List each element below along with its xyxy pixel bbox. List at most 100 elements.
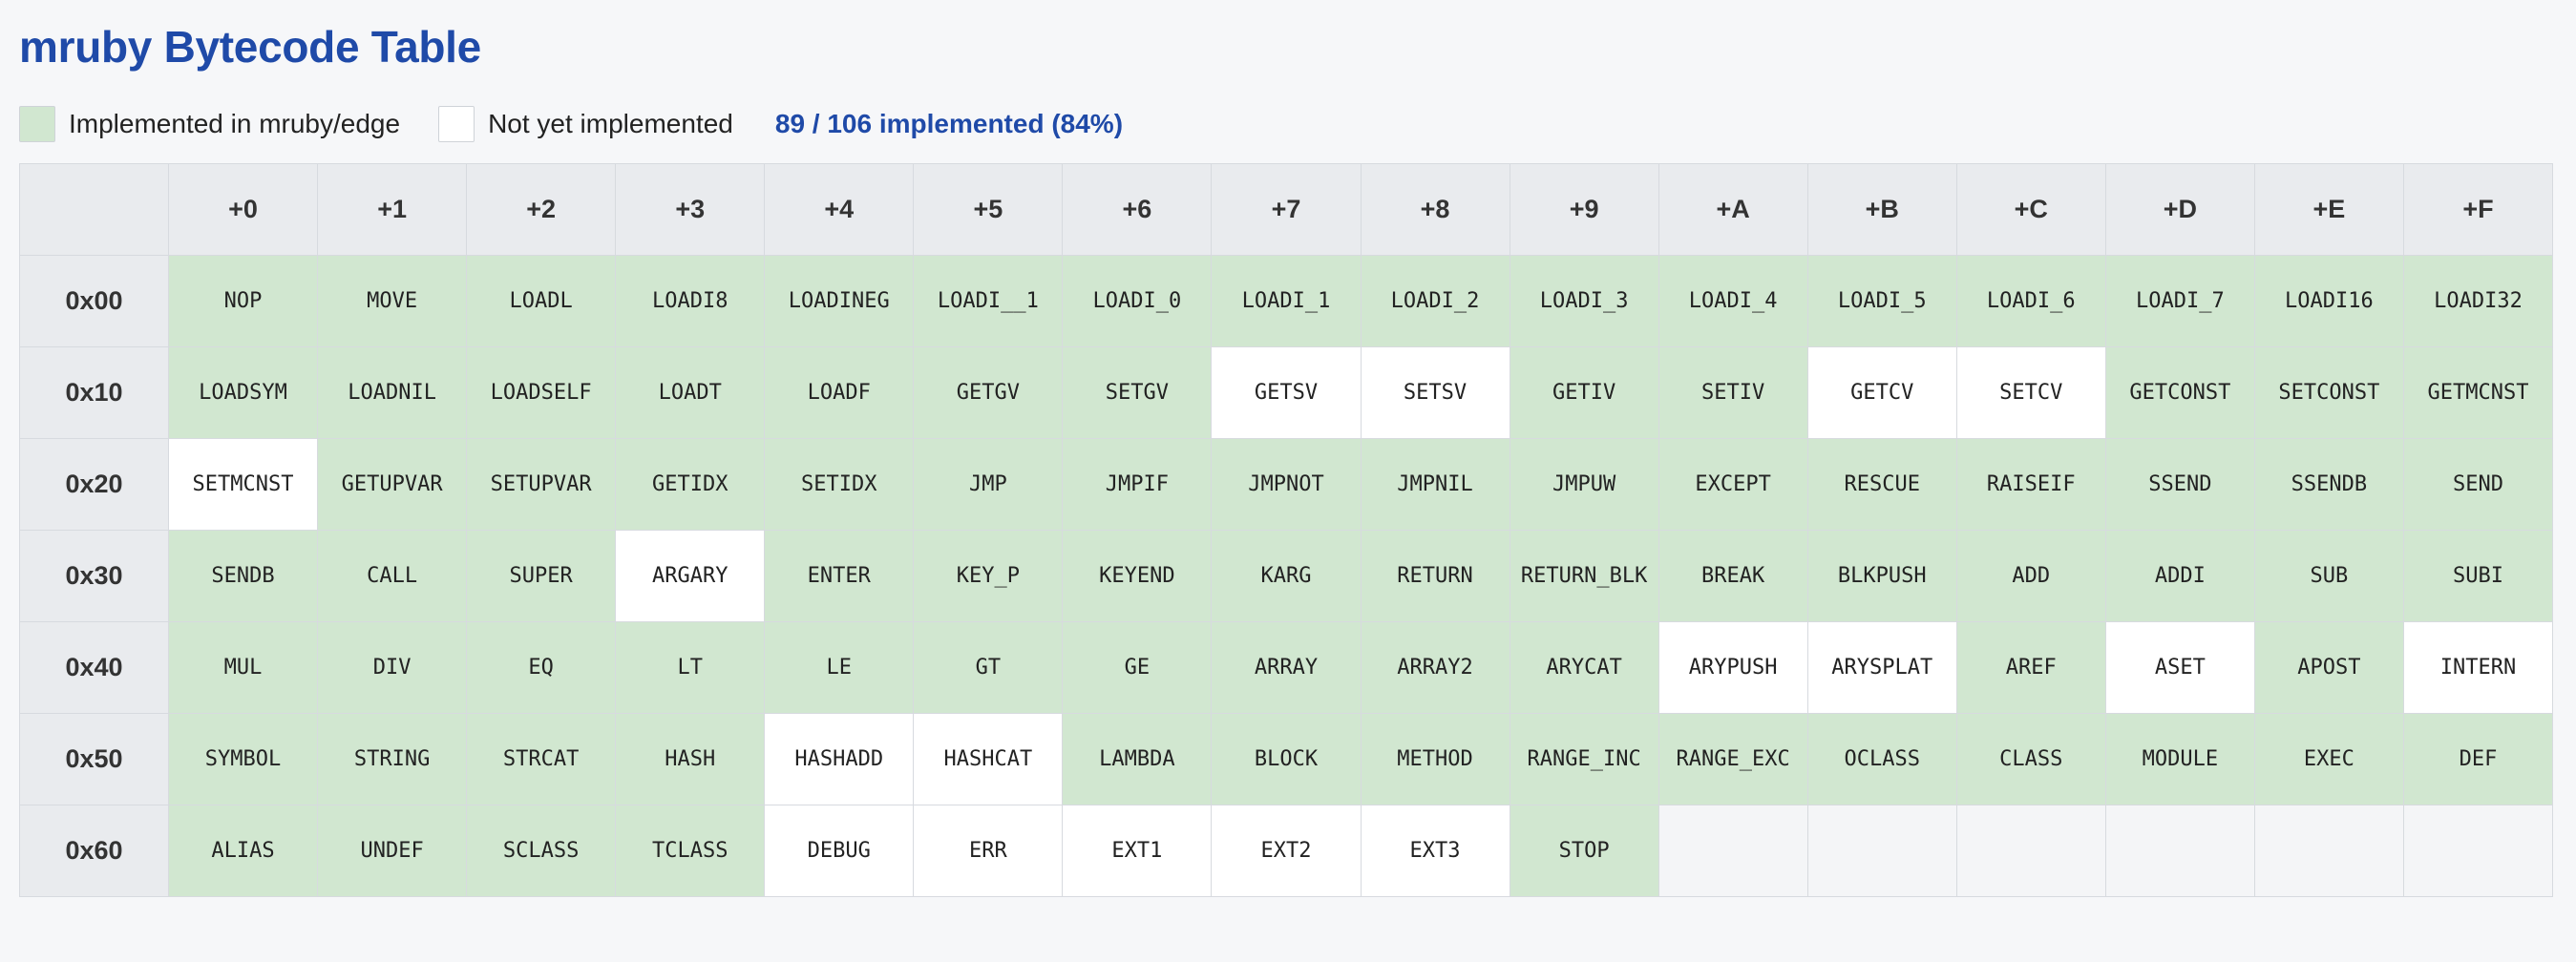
row-header: 0x30 [19,530,169,622]
opcode-cell: SENDB [167,530,319,622]
opcode-cell: LOADI_2 [1360,255,1510,347]
opcode-cell: JMPNIL [1360,438,1510,531]
column-header: +3 [615,163,766,256]
opcode-cell: LAMBDA [1062,713,1213,805]
opcode-cell: METHOD [1360,713,1510,805]
opcode-cell: UNDEF [317,805,468,897]
opcode-cell: LOADSELF [466,346,617,439]
opcode-cell: DEF [2402,713,2554,805]
opcode-cell: SYMBOL [167,713,319,805]
page-title: mruby Bytecode Table [19,22,481,72]
opcode-cell: ARRAY2 [1360,621,1510,714]
table-body: 0x00 NOP MOVE LOADL LOADI8 LOADINEG LOADI__1 LO… [19,255,2554,897]
opcode-cell: LE [764,621,915,714]
column-header: +6 [1062,163,1213,256]
row-header: 0x50 [19,713,169,805]
opcode-cell: ENTER [764,530,915,622]
opcode-cell: HASH [615,713,766,805]
column-header: +7 [1211,163,1362,256]
opcode-cell: ALIAS [167,805,319,897]
opcode-cell: ADD [1955,530,2106,622]
column-header: +1 [317,163,468,256]
opcode-cell: STRCAT [466,713,617,805]
opcode-cell: BREAK [1658,530,1808,622]
opcode-cell: EXT2 [1211,805,1362,897]
opcode-cell: STRING [317,713,468,805]
column-header: +2 [466,163,617,256]
empty-cell [1806,805,1957,897]
opcode-cell: LOADT [615,346,766,439]
opcode-cell: LOADSYM [167,346,319,439]
empty-cell [2402,805,2554,897]
opcode-cell: EXT3 [1360,805,1510,897]
implemented-legend-label: Implemented in mruby/edge [69,109,401,138]
opcode-cell: LOADI32 [2402,255,2554,347]
opcode-cell: ARYPUSH [1658,621,1808,714]
opcode-cell: GETCONST [2104,346,2255,439]
column-header: +E [2253,163,2404,256]
opcode-cell: LOADI8 [615,255,766,347]
opcode-cell: RESCUE [1806,438,1957,531]
opcode-cell: ADDI [2104,530,2255,622]
column-header: +C [1955,163,2106,256]
opcode-cell: KEYEND [1062,530,1213,622]
empty-cell [1658,805,1808,897]
opcode-cell: ASET [2104,621,2255,714]
empty-cell [2104,805,2255,897]
opcode-cell: STOP [1509,805,1659,897]
opcode-cell: LOADI_4 [1658,255,1808,347]
opcode-cell: DIV [317,621,468,714]
column-header: +B [1806,163,1957,256]
column-header: +F [2402,163,2554,256]
table-row: 0x40 MUL DIV EQ LT LE GT GE ARRAY ARRAY2 ARYCAT ARY… [19,621,2554,714]
opcode-cell: GE [1062,621,1213,714]
opcode-cell: SUPER [466,530,617,622]
opcode-cell: OCLASS [1806,713,1957,805]
opcode-cell: GETUPVAR [317,438,468,531]
opcode-cell: RETURN [1360,530,1510,622]
legend: Implemented in mruby/edge Not yet implem… [19,104,1123,144]
opcode-cell: EXCEPT [1658,438,1808,531]
implementation-stats: 89 / 106 implemented (84%) [774,109,1124,138]
column-header-row: +0 +1 +2 +3 +4 +5 +6 +7 +8 +9 +A +B +C +D +E +F [19,163,2554,256]
table-row: 0x60 ALIAS UNDEF SCLASS TCLASS DEBUG ERR EXT1 EX… [19,805,2554,897]
column-header: +0 [167,163,319,256]
opcode-cell: CALL [317,530,468,622]
opcode-cell: MOVE [317,255,468,347]
opcode-cell: ERR [913,805,1064,897]
column-header: +9 [1509,163,1659,256]
opcode-cell: SETCV [1955,346,2106,439]
not-implemented-swatch [438,106,475,142]
opcode-cell: GETIV [1509,346,1659,439]
opcode-cell: SUB [2253,530,2404,622]
opcode-cell: LOADINEG [764,255,915,347]
opcode-cell: APOST [2253,621,2404,714]
opcode-cell: LT [615,621,766,714]
opcode-cell: MODULE [2104,713,2255,805]
opcode-cell: GETIDX [615,438,766,531]
opcode-cell: TCLASS [615,805,766,897]
row-header: 0x20 [19,438,169,531]
opcode-cell: RANGE_INC [1509,713,1659,805]
column-header: +5 [913,163,1064,256]
bytecode-table: +0 +1 +2 +3 +4 +5 +6 +7 +8 +9 +A +B +C +D +E +F 0x00 NOP… [19,163,2554,897]
opcode-cell: GETGV [913,346,1064,439]
opcode-cell: ARGARY [615,530,766,622]
corner-cell [19,163,169,256]
column-header: +4 [764,163,915,256]
opcode-cell: SUBI [2402,530,2554,622]
row-header: 0x40 [19,621,169,714]
opcode-cell: RAISEIF [1955,438,2106,531]
opcode-cell: EQ [466,621,617,714]
opcode-cell: RANGE_EXC [1658,713,1808,805]
opcode-cell: GETMCNST [2402,346,2554,439]
opcode-cell: LOADI_6 [1955,255,2106,347]
opcode-cell: JMP [913,438,1064,531]
row-header: 0x60 [19,805,169,897]
opcode-cell: LOADI_3 [1509,255,1659,347]
opcode-cell: MUL [167,621,319,714]
opcode-cell: SETSV [1360,346,1510,439]
opcode-cell: SETGV [1062,346,1213,439]
table-row: 0x50 SYMBOL STRING STRCAT HASH HASHADD HASHCAT… [19,713,2554,805]
opcode-cell: SSENDB [2253,438,2404,531]
